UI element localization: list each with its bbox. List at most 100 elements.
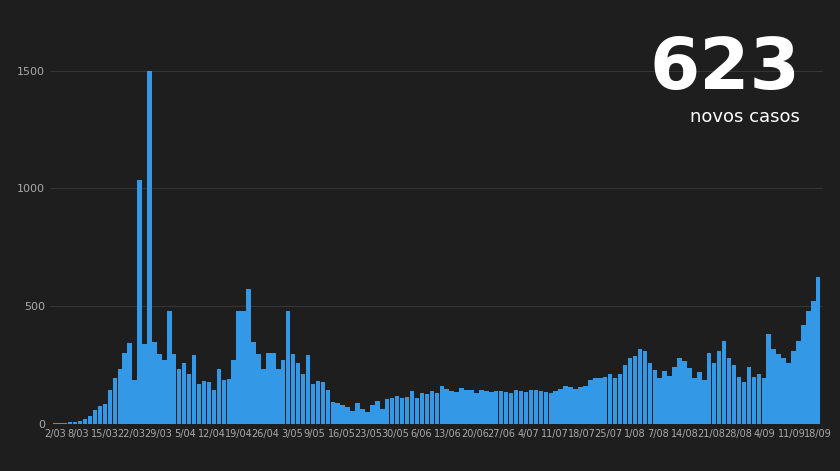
Bar <box>365 412 370 424</box>
Bar <box>613 378 617 424</box>
Bar <box>484 391 489 424</box>
Bar <box>108 390 112 424</box>
Bar <box>439 386 444 424</box>
Bar <box>182 364 186 424</box>
Bar <box>222 380 226 424</box>
Bar <box>202 381 206 424</box>
Bar <box>331 401 335 424</box>
Bar <box>395 396 399 424</box>
Bar <box>291 354 296 424</box>
Bar <box>434 393 439 424</box>
Bar <box>747 367 751 424</box>
Bar <box>232 360 236 424</box>
Bar <box>533 390 538 424</box>
Bar <box>444 389 449 424</box>
Bar <box>569 387 573 424</box>
Bar <box>470 390 474 424</box>
Bar <box>405 397 409 424</box>
Bar <box>465 390 469 424</box>
Bar <box>627 358 633 424</box>
Bar <box>147 71 152 424</box>
Bar <box>172 354 176 424</box>
Bar <box>489 392 494 424</box>
Bar <box>608 374 612 424</box>
Bar <box>375 401 380 424</box>
Bar <box>281 360 286 424</box>
Bar <box>316 381 320 424</box>
Bar <box>133 380 137 424</box>
Bar <box>186 374 192 424</box>
Bar <box>276 369 281 424</box>
Bar <box>415 398 419 424</box>
Text: novos casos: novos casos <box>690 107 800 126</box>
Bar <box>692 378 696 424</box>
Bar <box>251 342 255 424</box>
Bar <box>162 360 166 424</box>
Bar <box>326 390 330 424</box>
Bar <box>509 393 513 424</box>
Bar <box>68 422 72 424</box>
Bar <box>261 369 265 424</box>
Bar <box>207 382 211 424</box>
Bar <box>128 343 132 424</box>
Bar <box>385 399 390 424</box>
Bar <box>321 382 325 424</box>
Bar <box>311 384 315 424</box>
Bar <box>73 422 77 424</box>
Bar <box>246 289 251 424</box>
Bar <box>648 363 652 424</box>
Bar <box>92 411 97 424</box>
Bar <box>598 378 602 424</box>
Bar <box>494 391 498 424</box>
Bar <box>152 342 156 424</box>
Bar <box>727 358 732 424</box>
Bar <box>271 353 276 424</box>
Bar <box>573 389 578 424</box>
Bar <box>776 355 781 424</box>
Bar <box>549 393 553 424</box>
Bar <box>757 374 761 424</box>
Bar <box>449 391 454 424</box>
Bar <box>806 311 811 424</box>
Bar <box>672 367 677 424</box>
Bar <box>781 358 785 424</box>
Bar <box>167 311 171 424</box>
Bar <box>643 351 647 424</box>
Bar <box>63 423 67 424</box>
Bar <box>420 393 424 424</box>
Bar <box>256 355 260 424</box>
Bar <box>197 384 202 424</box>
Bar <box>227 379 231 424</box>
Bar <box>370 405 375 424</box>
Bar <box>350 411 354 424</box>
Bar <box>796 341 801 424</box>
Bar <box>137 180 142 424</box>
Bar <box>618 374 622 424</box>
Bar <box>538 391 543 424</box>
Bar <box>296 364 301 424</box>
Bar <box>583 386 588 424</box>
Bar <box>514 390 518 424</box>
Bar <box>217 369 221 424</box>
Bar <box>83 419 87 424</box>
Bar <box>801 325 806 424</box>
Bar <box>603 377 607 424</box>
Bar <box>266 353 270 424</box>
Bar <box>475 393 479 424</box>
Bar <box>335 403 340 424</box>
Bar <box>543 392 548 424</box>
Bar <box>123 353 127 424</box>
Bar <box>53 423 58 424</box>
Bar <box>588 381 592 424</box>
Bar <box>622 365 627 424</box>
Bar <box>177 369 181 424</box>
Bar <box>142 344 147 424</box>
Bar <box>157 355 161 424</box>
Bar <box>633 356 638 424</box>
Bar <box>682 362 687 424</box>
Bar <box>118 369 122 424</box>
Bar <box>479 390 484 424</box>
Bar <box>355 403 360 424</box>
Bar <box>668 376 672 424</box>
Bar <box>88 416 92 424</box>
